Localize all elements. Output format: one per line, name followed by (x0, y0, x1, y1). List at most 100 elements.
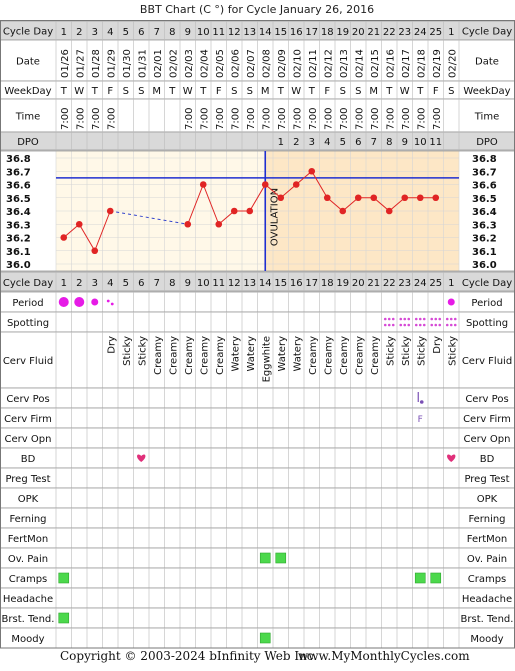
spotting-dot (399, 317, 403, 321)
date-cell: 02/06 (230, 49, 241, 78)
footer-site[interactable]: www.MyMonthlyCycles.com (298, 649, 470, 663)
ov-pain-marker (275, 552, 287, 564)
cycle-day-cell: 1 (61, 27, 67, 38)
cervical-fluid-cell: Watery (246, 336, 257, 372)
temp-point (277, 194, 285, 202)
cycle-day-cell: 16 (290, 27, 303, 38)
dpo-cell: 8 (386, 137, 392, 148)
cycle-day-cell: 9 (185, 278, 191, 289)
cycle-day-cell: 4 (107, 278, 113, 289)
temp-line-segment (264, 184, 282, 199)
cervical-fluid-cell: Dry (432, 336, 443, 354)
symptom-label-period: Period (12, 298, 43, 309)
date-cell: 02/16 (385, 49, 396, 78)
symptom-label-right-breast: Brst. Tend. (461, 614, 514, 625)
date-cell: 02/12 (323, 49, 334, 78)
time-cell: 7:00 (91, 108, 102, 130)
temp-point (199, 181, 207, 188)
symptom-label-right-opn: Cerv Opn (464, 434, 511, 445)
spotting-dot (422, 323, 426, 327)
weekday-cell: T (91, 86, 99, 97)
symptom-label-breast: Brst. Tend. (2, 614, 55, 625)
weekday-label-right: WeekDay (463, 86, 510, 97)
cervical-fluid-cell: Creamy (370, 336, 381, 375)
spotting-dot (407, 317, 411, 321)
date-label-left: Date (16, 57, 40, 68)
cervical-fluid-cell: Creamy (354, 336, 365, 375)
date-cell: 02/11 (308, 49, 319, 78)
cervical-position-dot (419, 400, 424, 404)
symptom-label-right-pos: Cerv Pos (465, 394, 508, 405)
symptom-label-right-period: Period (471, 298, 502, 309)
symptom-label-headache: Headache (3, 594, 53, 605)
date-cell: 02/17 (401, 49, 412, 78)
cycle-day-cell: 18 (321, 278, 334, 289)
cycle-day-cell: 24 (414, 27, 427, 38)
cycle-day-cell: 5 (123, 278, 129, 289)
dpo-cell: 1 (278, 137, 284, 148)
weekday-cell: M (369, 86, 378, 97)
spotting-dot (407, 323, 411, 327)
temp-point (246, 207, 254, 215)
spotting-dot (445, 317, 449, 321)
symptom-label-opn: Cerv Opn (5, 434, 52, 445)
symptom-label-ferning: Ferning (9, 514, 46, 525)
time-label-left: Time (15, 112, 40, 123)
cycle-day-cell: 19 (336, 278, 349, 289)
temp-chart-frame (0, 150, 515, 272)
temp-point (339, 207, 347, 215)
cycle-day-cell: 10 (197, 27, 210, 38)
temp-point (416, 194, 424, 202)
temp-line-segment (342, 197, 359, 212)
spotting-dot (449, 317, 453, 321)
date-cell: 02/05 (215, 49, 226, 78)
weekday-cell: W (291, 86, 301, 97)
cycle-day-cell: 5 (123, 27, 129, 38)
cycle-day-cell: 6 (138, 278, 144, 289)
symptom-label-right-bd: BD (480, 454, 495, 465)
temp-point (215, 220, 223, 228)
temp-line-segment (388, 197, 406, 212)
cycle-day-cell: 16 (290, 278, 303, 289)
temp-tick-left: 36.2 (6, 234, 31, 245)
weekday-cell: T (416, 86, 424, 97)
spotting-dot (434, 317, 438, 321)
cycle-day-cell: 14 (259, 278, 272, 289)
cycle-day-cell: 6 (138, 27, 144, 38)
date-cell: 02/02 (168, 49, 179, 78)
symptom-label-right-ovpain: Ov. Pain (467, 554, 507, 565)
weekday-cell: S (123, 86, 129, 97)
spotting-dot (414, 317, 418, 321)
temp-point (91, 247, 99, 255)
cycle-day-cell: 12 (228, 27, 241, 38)
cycle_day-label-right: Cycle Day (462, 27, 512, 38)
temp-point (60, 234, 68, 241)
time-cell: 7:00 (184, 108, 195, 130)
cycle-day-cell: 25 (429, 27, 442, 38)
cycle-day-cell: 9 (185, 27, 191, 38)
cycle-day-cell: 22 (383, 278, 396, 289)
cycle-day-cell: 1 (448, 27, 454, 38)
cycle-day-cell: 1 (61, 278, 67, 289)
date-cell: 01/31 (137, 49, 148, 78)
time-cell: 7:00 (370, 108, 381, 130)
cervical-fluid-cell: Dry (106, 336, 117, 354)
time-cell: 7:00 (416, 108, 427, 130)
symptom-label-moody: Moody (11, 634, 44, 645)
date-cell: 02/14 (354, 49, 365, 78)
dpo-cell: 7 (371, 137, 377, 148)
period-dot (91, 298, 99, 306)
temp-point (308, 167, 316, 175)
chart-title: BBT Chart (C °) for Cycle January 26, 20… (140, 3, 374, 16)
temp-tick-left: 36.7 (6, 167, 31, 178)
temp-tick-right: 36.6 (472, 181, 497, 192)
cycle-day-cell: 10 (197, 278, 210, 289)
time-cell: 7:00 (246, 108, 257, 130)
cervical-fluid-cell: Creamy (153, 336, 164, 375)
time-cell: 7:00 (230, 108, 241, 130)
cycle-day-cell: 8 (169, 27, 175, 38)
temp-line-segment (218, 210, 235, 225)
symptom-label-right-ferning: Ferning (468, 514, 505, 525)
cycle-day-cell: 1 (448, 278, 454, 289)
